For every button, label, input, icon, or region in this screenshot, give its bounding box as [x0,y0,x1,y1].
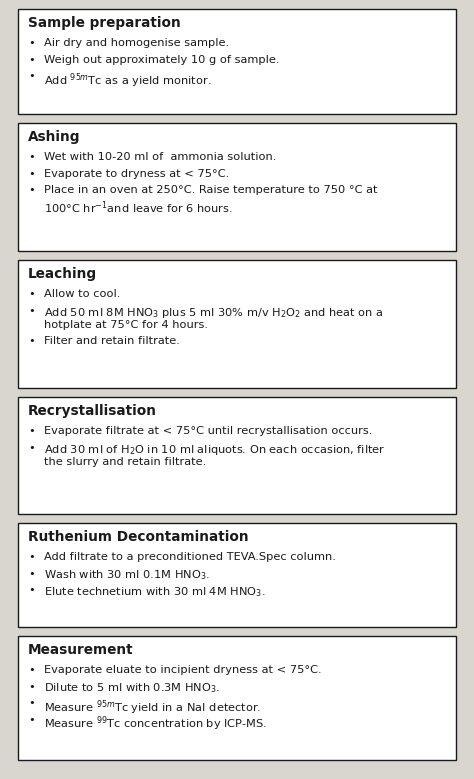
Text: Ruthenium Decontamination: Ruthenium Decontamination [28,530,249,544]
Text: Add 50 ml 8M HNO$_3$ plus 5 ml 30% m/v H$_2$O$_2$ and heat on a: Add 50 ml 8M HNO$_3$ plus 5 ml 30% m/v H… [44,305,383,319]
Text: Add $^{95m}$Tc as a yield monitor.: Add $^{95m}$Tc as a yield monitor. [44,71,211,90]
Text: •: • [28,38,35,48]
Text: •: • [28,305,35,315]
Text: •: • [28,585,35,595]
Text: Measure $^{95m}$Tc yield in a NaI detector.: Measure $^{95m}$Tc yield in a NaI detect… [44,698,261,717]
FancyBboxPatch shape [18,9,456,114]
Text: Sample preparation: Sample preparation [28,16,181,30]
Text: hotplate at 75°C for 4 hours.: hotplate at 75°C for 4 hours. [44,320,208,330]
Text: •: • [28,715,35,724]
Text: Measurement: Measurement [28,643,134,657]
Text: Measure $^{99}$Tc concentration by ICP-MS.: Measure $^{99}$Tc concentration by ICP-M… [44,715,267,733]
Text: Filter and retain filtrate.: Filter and retain filtrate. [44,337,180,347]
Text: •: • [28,552,35,562]
Text: Wet with 10-20 ml of  ammonia solution.: Wet with 10-20 ml of ammonia solution. [44,152,276,162]
Text: Weigh out approximately 10 g of sample.: Weigh out approximately 10 g of sample. [44,55,280,65]
Text: •: • [28,698,35,708]
Text: •: • [28,185,35,196]
FancyBboxPatch shape [18,523,456,627]
Text: •: • [28,426,35,436]
Text: the slurry and retain filtrate.: the slurry and retain filtrate. [44,456,206,467]
Text: Evaporate eluate to incipient dryness at < 75°C.: Evaporate eluate to incipient dryness at… [44,665,322,675]
Text: •: • [28,337,35,347]
Text: Elute technetium with 30 ml 4M HNO$_3$.: Elute technetium with 30 ml 4M HNO$_3$. [44,585,265,599]
Text: Evaporate to dryness at < 75°C.: Evaporate to dryness at < 75°C. [44,168,229,178]
Text: Wash with 30 ml 0.1M HNO$_3$.: Wash with 30 ml 0.1M HNO$_3$. [44,569,210,583]
Text: Add 30 ml of H$_2$O in 10 ml aliquots. On each occasion, filter: Add 30 ml of H$_2$O in 10 ml aliquots. O… [44,442,385,456]
FancyBboxPatch shape [18,123,456,251]
Text: Leaching: Leaching [28,267,97,281]
Text: Dilute to 5 ml with 0.3M HNO$_3$.: Dilute to 5 ml with 0.3M HNO$_3$. [44,682,220,696]
Text: •: • [28,569,35,579]
Text: Place in an oven at 250°C. Raise temperature to 750 °C at: Place in an oven at 250°C. Raise tempera… [44,185,377,196]
Text: •: • [28,289,35,299]
Text: Ashing: Ashing [28,130,81,144]
Text: •: • [28,168,35,178]
FancyBboxPatch shape [18,260,456,388]
Text: Add filtrate to a preconditioned TEVA.Spec column.: Add filtrate to a preconditioned TEVA.Sp… [44,552,336,562]
Text: 100°C hr$^{-1}$and leave for 6 hours.: 100°C hr$^{-1}$and leave for 6 hours. [44,199,233,216]
Text: •: • [28,152,35,162]
Text: •: • [28,442,35,453]
Text: •: • [28,71,35,81]
Text: Air dry and homogenise sample.: Air dry and homogenise sample. [44,38,229,48]
Text: Recrystallisation: Recrystallisation [28,404,157,418]
Text: •: • [28,682,35,692]
FancyBboxPatch shape [18,397,456,514]
FancyBboxPatch shape [18,636,456,760]
Text: •: • [28,665,35,675]
Text: •: • [28,55,35,65]
Text: Evaporate filtrate at < 75°C until recrystallisation occurs.: Evaporate filtrate at < 75°C until recry… [44,426,373,436]
Text: Allow to cool.: Allow to cool. [44,289,120,299]
